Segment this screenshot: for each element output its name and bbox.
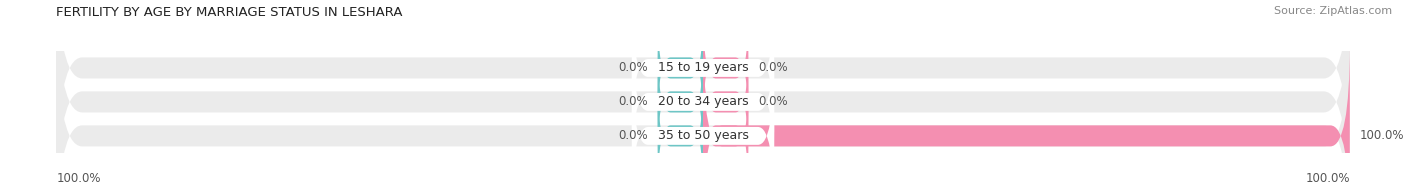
FancyBboxPatch shape [56, 0, 1350, 193]
FancyBboxPatch shape [703, 44, 748, 159]
Text: FERTILITY BY AGE BY MARRIAGE STATUS IN LESHARA: FERTILITY BY AGE BY MARRIAGE STATUS IN L… [56, 6, 402, 19]
Text: 0.0%: 0.0% [619, 62, 648, 74]
FancyBboxPatch shape [56, 11, 1350, 196]
FancyBboxPatch shape [631, 0, 775, 144]
FancyBboxPatch shape [658, 11, 703, 125]
Text: 35 to 50 years: 35 to 50 years [658, 129, 748, 142]
FancyBboxPatch shape [658, 78, 703, 193]
FancyBboxPatch shape [658, 44, 703, 159]
FancyBboxPatch shape [703, 44, 1350, 196]
FancyBboxPatch shape [703, 78, 748, 193]
FancyBboxPatch shape [703, 11, 748, 125]
Text: 0.0%: 0.0% [619, 95, 648, 108]
FancyBboxPatch shape [56, 0, 1350, 196]
Text: 0.0%: 0.0% [758, 95, 787, 108]
FancyBboxPatch shape [631, 60, 775, 196]
Text: 15 to 19 years: 15 to 19 years [658, 62, 748, 74]
Text: 100.0%: 100.0% [1360, 129, 1405, 142]
FancyBboxPatch shape [631, 26, 775, 178]
Text: 0.0%: 0.0% [619, 129, 648, 142]
Text: 100.0%: 100.0% [56, 172, 101, 185]
Text: 20 to 34 years: 20 to 34 years [658, 95, 748, 108]
Text: 100.0%: 100.0% [1305, 172, 1350, 185]
Text: 0.0%: 0.0% [758, 62, 787, 74]
Text: Source: ZipAtlas.com: Source: ZipAtlas.com [1274, 6, 1392, 16]
